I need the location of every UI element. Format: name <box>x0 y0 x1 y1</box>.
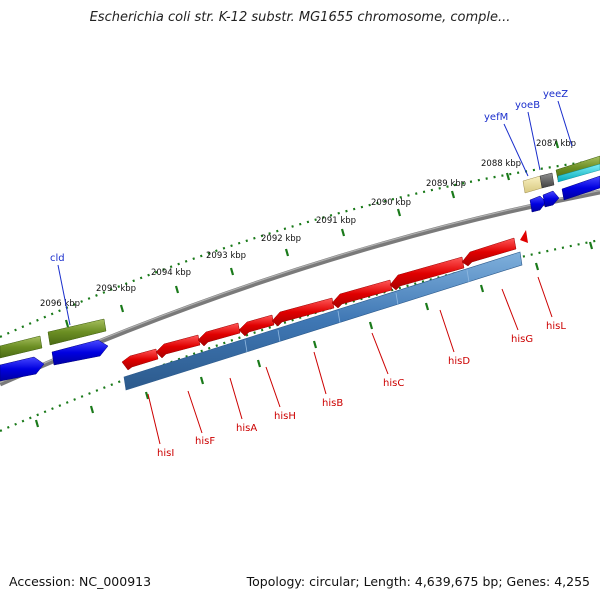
leader-hisB <box>313 351 327 395</box>
tick-mark <box>534 262 540 271</box>
accession-text: Accession: NC_000913 <box>9 574 152 589</box>
inner-major-ticks <box>34 241 594 428</box>
ruler-label: 2091 kbp <box>316 216 356 226</box>
cds-arrow[interactable] <box>0 356 45 382</box>
gene-label-hisG[interactable]: hisG <box>511 334 533 345</box>
tick-mark <box>229 267 235 276</box>
tick-mark <box>89 405 95 414</box>
topology-stats-text: Topology: circular; Length: 4,639,675 bp… <box>246 574 590 589</box>
outer-ruler-ring <box>0 158 600 339</box>
gene-block-yoeB[interactable] <box>539 172 555 189</box>
leader-hisA <box>229 377 243 420</box>
tick-mark <box>368 321 374 330</box>
map-title: Escherichia coli str. K-12 substr. MG165… <box>89 10 511 25</box>
tick-mark <box>424 302 430 311</box>
tick-mark <box>284 248 290 257</box>
cds-arrow-hisC[interactable] <box>331 279 393 309</box>
tick-mark <box>588 241 594 250</box>
leader-hisI <box>147 393 161 445</box>
ruler-label: 2087 kbp <box>536 139 576 149</box>
gene-label-hisB[interactable]: hisB <box>322 398 343 409</box>
leader-hisG <box>501 288 519 331</box>
gene-label-hisA[interactable]: hisA <box>236 423 257 434</box>
tick-mark <box>119 304 125 313</box>
gene-label-yoeB[interactable]: yoeB <box>515 100 540 111</box>
gene-label-hisI[interactable]: hisI <box>157 448 174 459</box>
gene-label-yefM[interactable]: yefM <box>484 112 508 123</box>
gene-label-hisF[interactable]: hisF <box>195 436 215 447</box>
leader-hisC <box>371 332 389 375</box>
leader-hisL <box>537 276 553 318</box>
gene-label-hisD[interactable]: hisD <box>448 356 470 367</box>
tick-mark <box>64 319 70 328</box>
cds-arrow-yefM[interactable] <box>529 195 547 213</box>
ruler-label: 2096 kbp <box>40 299 80 309</box>
outer-major-ticks <box>64 140 560 328</box>
forward-label-leaders <box>57 100 573 326</box>
cds-arrow-hisF[interactable] <box>155 334 201 359</box>
ruler-label: 2092 kbp <box>261 234 301 244</box>
cds-arrow-hisH[interactable] <box>238 314 275 337</box>
leader-yoeB <box>527 111 541 171</box>
tick-mark <box>144 391 150 400</box>
forward-gene-labels: cld yefM yoeB yeeZ <box>50 89 568 264</box>
tick-mark <box>199 376 205 385</box>
leader-hisF <box>187 390 203 434</box>
forward-features-right <box>522 155 600 213</box>
ruler-label: 2094 kbp <box>151 268 191 278</box>
gene-label-hisC[interactable]: hisC <box>383 378 404 389</box>
reverse-cds-track <box>121 230 528 371</box>
leader-cld <box>57 264 71 326</box>
cds-arrow-yoeB[interactable] <box>542 190 560 208</box>
reverse-label-leaders <box>147 276 553 445</box>
leader-hisH <box>265 366 281 408</box>
gene-label-hisL[interactable]: hisL <box>546 321 566 332</box>
tick-mark <box>554 140 560 149</box>
gene-band-segment[interactable] <box>123 251 523 391</box>
cds-arrow-hisA[interactable] <box>197 322 241 347</box>
cds-arrow-yeeZ[interactable] <box>561 175 600 201</box>
reverse-gene-band <box>123 251 523 391</box>
tick-mark <box>396 208 402 217</box>
ruler-label: 2093 kbp <box>206 251 246 261</box>
tick-mark <box>505 172 511 181</box>
cds-arrow-hisI[interactable] <box>121 348 159 371</box>
gene-label-hisH[interactable]: hisH <box>274 411 296 422</box>
forward-features-left <box>0 318 109 382</box>
leader-hisD <box>439 309 455 353</box>
tick-mark <box>479 284 485 293</box>
cds-arrow-hisL[interactable] <box>520 230 528 243</box>
ruler-label: 2090 kbp <box>371 198 411 208</box>
cds-arrow-cld[interactable] <box>51 339 109 366</box>
tick-mark <box>256 359 262 368</box>
ruler-label: 2089 kbp <box>426 179 466 189</box>
ruler-label: 2095 kbp <box>96 284 136 294</box>
tick-mark <box>34 419 40 428</box>
gene-label-yeeZ[interactable]: yeeZ <box>543 89 568 100</box>
gene-stripe[interactable] <box>557 163 600 183</box>
leader-yefM <box>503 123 529 177</box>
gene-block-cld[interactable] <box>47 318 107 346</box>
leader-yeeZ <box>557 100 573 147</box>
cds-arrow-hisG[interactable] <box>461 237 517 267</box>
cds-arrow-hisB[interactable] <box>271 297 335 327</box>
tick-mark <box>340 228 346 237</box>
ruler-label: 2088 kbp <box>481 159 521 169</box>
gene-label-cld[interactable]: cld <box>50 253 65 264</box>
cds-arrow-hisD[interactable] <box>389 256 465 291</box>
gene-block[interactable] <box>0 335 43 359</box>
gene-block-yefM[interactable] <box>522 175 543 194</box>
reverse-gene-labels: hisI hisF hisA hisH hisB hisC hisD hisG … <box>157 321 566 459</box>
tick-mark <box>174 285 180 294</box>
tick-mark <box>450 190 456 199</box>
tick-mark <box>312 340 318 349</box>
